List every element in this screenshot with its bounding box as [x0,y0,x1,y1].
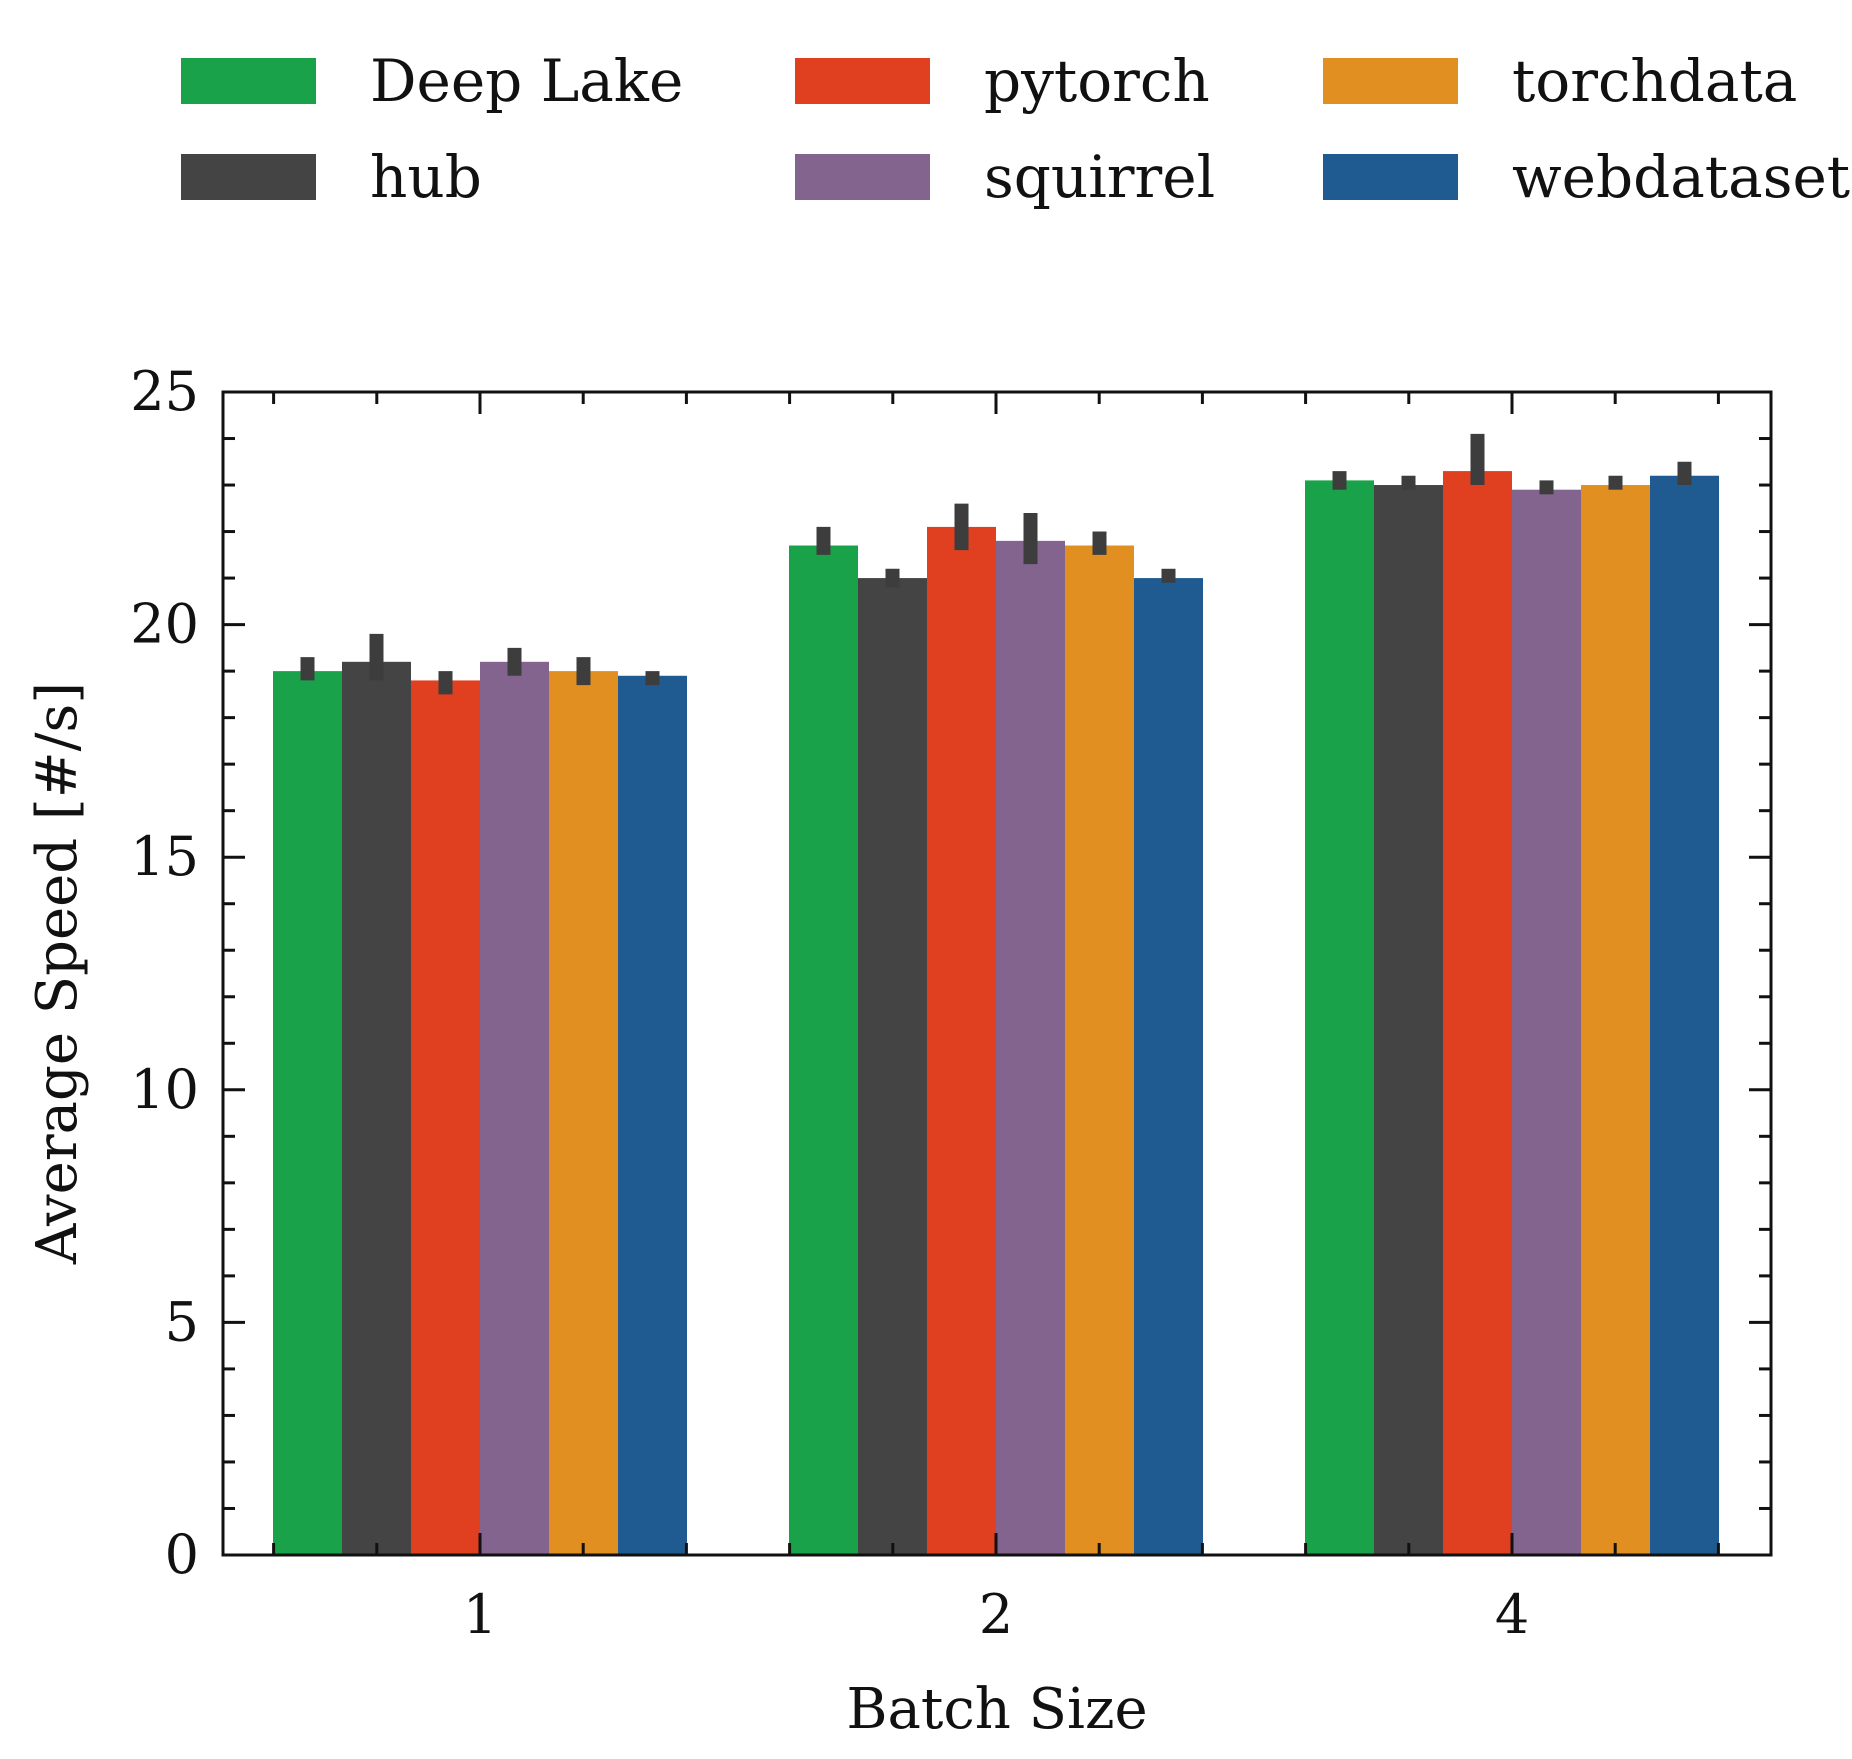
bar [1374,485,1443,1555]
legend-item: Deep Lake [181,47,683,115]
x-tick-label: 4 [1495,1583,1529,1646]
bar [618,675,687,1555]
x-tick-label: 1 [463,1583,497,1646]
legend: Deep Lake hub pytorch squirrel torchdata webd… [181,47,1850,211]
legend-item: webdataset [1323,143,1850,211]
legend-label: pytorch [984,47,1210,115]
bar [1443,471,1512,1556]
x-tick-label: 2 [979,1583,1013,1646]
bar [273,671,342,1555]
x-axis-label: Batch Size [846,1677,1147,1742]
bar [1065,545,1134,1555]
bar [1305,480,1374,1556]
legend-label: webdataset [1512,143,1850,211]
legend-swatch [1323,154,1458,200]
bar [858,578,927,1555]
legend-label: squirrel [984,143,1215,211]
bar [927,526,996,1556]
bar [996,540,1065,1555]
bar [1650,475,1719,1556]
bar [789,545,858,1555]
y-tick-label: 10 [130,1058,199,1121]
y-axis-label: Average Speed [#/s] [25,682,90,1265]
bars [273,471,1719,1556]
y-tick-label: 15 [130,825,199,888]
legend-swatch [795,154,930,200]
bar [1134,578,1203,1555]
y-tick-label: 0 [165,1523,199,1586]
bar [480,661,549,1555]
y-tick-label: 25 [130,360,199,423]
legend-item: torchdata [1323,47,1797,115]
legend-label: Deep Lake [370,47,683,115]
y-tick-label: 5 [165,1290,199,1353]
legend-item: hub [181,143,482,211]
x-axis: 1 2 4 [272,392,1720,1646]
error-bars [300,433,1692,695]
legend-label: torchdata [1512,47,1797,115]
y-axis: 0 5 10 15 20 25 [130,360,1771,1586]
bar [411,680,480,1555]
legend-item: pytorch [795,47,1210,115]
legend-swatch [181,154,316,200]
legend-label: hub [370,143,482,211]
bar [549,671,618,1555]
bar [342,661,411,1555]
legend-swatch [1323,58,1458,104]
y-tick-label: 20 [130,593,199,656]
legend-swatch [181,58,316,104]
legend-item: squirrel [795,143,1215,211]
bar [1581,485,1650,1555]
bar [1512,489,1581,1555]
legend-swatch [795,58,930,104]
